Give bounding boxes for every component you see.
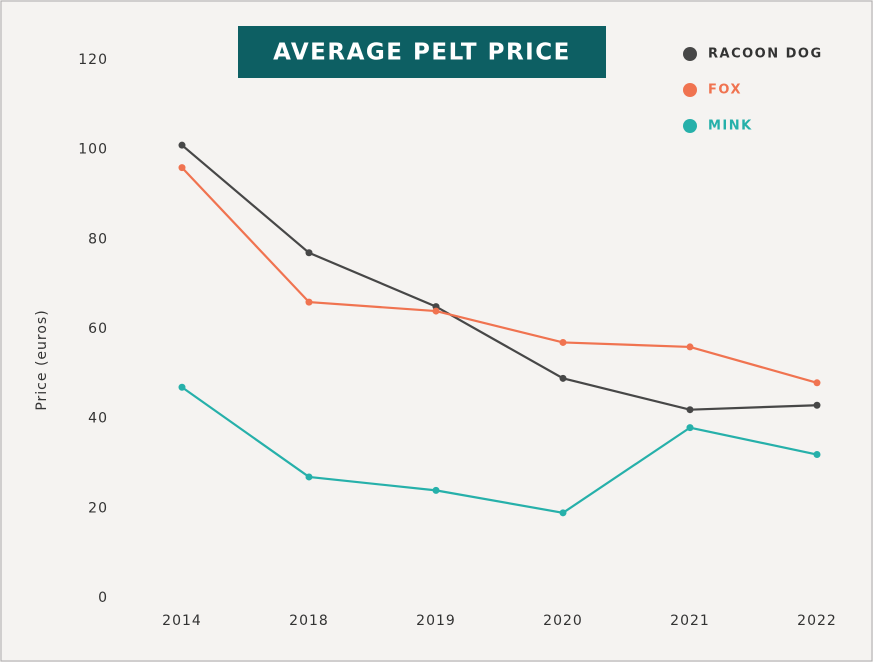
data-point	[813, 451, 821, 459]
data-point	[178, 164, 186, 172]
x-tick-label: 2021	[670, 613, 710, 629]
y-tick-label: 80	[88, 231, 108, 247]
data-point	[686, 424, 694, 432]
y-tick-label: 120	[78, 52, 108, 68]
legend-label: MINK	[708, 119, 753, 134]
data-point	[686, 406, 694, 414]
legend-label: RACOON DOG	[708, 47, 823, 62]
data-point	[305, 298, 313, 306]
y-tick-label: 40	[88, 411, 108, 427]
x-tick-label: 2018	[289, 613, 329, 629]
data-point	[432, 307, 440, 315]
data-point	[432, 486, 440, 494]
data-point	[813, 401, 821, 409]
data-point	[813, 379, 821, 387]
x-tick-label: 2020	[543, 613, 583, 629]
data-point	[305, 473, 313, 481]
chart-title: AVERAGE PELT PRICE	[273, 40, 571, 66]
series-line	[181, 144, 818, 411]
data-point	[559, 374, 567, 382]
data-point	[559, 509, 567, 517]
data-point	[686, 343, 694, 351]
series-line	[181, 386, 818, 514]
y-axis-label: Price (euros)	[34, 309, 50, 410]
series-line	[181, 166, 818, 384]
legend-label: FOX	[708, 83, 742, 98]
x-tick-label: 2019	[416, 613, 456, 629]
legend-swatch	[683, 119, 697, 133]
y-tick-label: 0	[98, 590, 108, 606]
data-point	[305, 249, 313, 257]
legend-swatch	[683, 47, 697, 61]
x-tick-label: 2014	[162, 613, 202, 629]
x-tick-label: 2022	[797, 613, 837, 629]
y-tick-label: 60	[88, 321, 108, 337]
title-box	[238, 26, 606, 78]
data-point	[178, 141, 186, 149]
y-tick-label: 100	[78, 142, 108, 158]
data-point	[178, 383, 186, 391]
data-point	[559, 338, 567, 346]
y-tick-label: 20	[88, 500, 108, 516]
legend-swatch	[683, 83, 697, 97]
